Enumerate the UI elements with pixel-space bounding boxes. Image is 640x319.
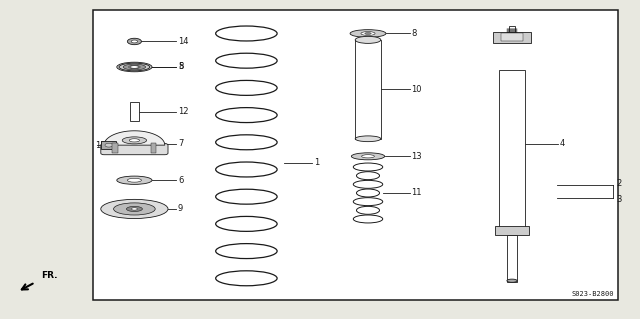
Ellipse shape <box>361 32 375 35</box>
Bar <box>101 141 116 149</box>
Bar <box>507 235 517 282</box>
Ellipse shape <box>114 203 156 215</box>
Ellipse shape <box>127 38 141 45</box>
Bar <box>93 10 618 300</box>
Bar <box>495 226 529 235</box>
Ellipse shape <box>122 137 147 144</box>
Ellipse shape <box>119 63 150 71</box>
Ellipse shape <box>507 279 517 282</box>
Ellipse shape <box>355 36 381 43</box>
Bar <box>355 40 381 139</box>
Text: 9: 9 <box>178 204 183 213</box>
Text: 13: 13 <box>412 152 422 161</box>
Text: 8: 8 <box>178 63 183 71</box>
Text: S023-B2800: S023-B2800 <box>572 291 614 297</box>
Ellipse shape <box>129 139 140 142</box>
Ellipse shape <box>350 30 386 37</box>
Bar <box>131 102 139 121</box>
Ellipse shape <box>351 153 385 160</box>
Bar <box>499 70 525 230</box>
Ellipse shape <box>123 64 146 70</box>
Bar <box>509 26 515 38</box>
FancyBboxPatch shape <box>100 144 168 155</box>
Text: 12: 12 <box>178 107 188 116</box>
Ellipse shape <box>131 40 138 43</box>
Ellipse shape <box>353 215 383 223</box>
Text: 11: 11 <box>412 189 422 197</box>
Text: 6: 6 <box>178 176 183 185</box>
Ellipse shape <box>365 33 371 34</box>
Ellipse shape <box>355 136 381 142</box>
Polygon shape <box>104 131 165 145</box>
Ellipse shape <box>127 206 143 211</box>
Ellipse shape <box>353 198 383 206</box>
Ellipse shape <box>362 155 374 158</box>
Bar <box>151 143 156 153</box>
Bar <box>113 143 118 153</box>
Ellipse shape <box>356 206 380 214</box>
Ellipse shape <box>127 178 141 182</box>
Bar <box>493 32 531 43</box>
Text: 15: 15 <box>95 141 106 150</box>
Text: FR.: FR. <box>42 271 58 280</box>
Ellipse shape <box>130 66 139 68</box>
Ellipse shape <box>353 180 383 188</box>
Text: 8: 8 <box>412 29 417 38</box>
Ellipse shape <box>117 176 152 184</box>
Ellipse shape <box>353 163 383 171</box>
Text: 2: 2 <box>616 179 621 188</box>
Text: 10: 10 <box>412 85 422 94</box>
Ellipse shape <box>117 62 152 72</box>
Ellipse shape <box>131 208 138 210</box>
Ellipse shape <box>101 199 168 219</box>
Ellipse shape <box>129 65 140 69</box>
Text: 3: 3 <box>616 195 621 204</box>
Text: 4: 4 <box>560 139 565 148</box>
Ellipse shape <box>356 172 380 180</box>
Text: 5: 5 <box>178 63 183 71</box>
Text: 14: 14 <box>178 37 188 46</box>
Text: 7: 7 <box>178 139 183 148</box>
Bar <box>501 33 523 41</box>
Text: 1: 1 <box>314 158 319 167</box>
Ellipse shape <box>356 189 380 197</box>
Ellipse shape <box>105 143 113 147</box>
